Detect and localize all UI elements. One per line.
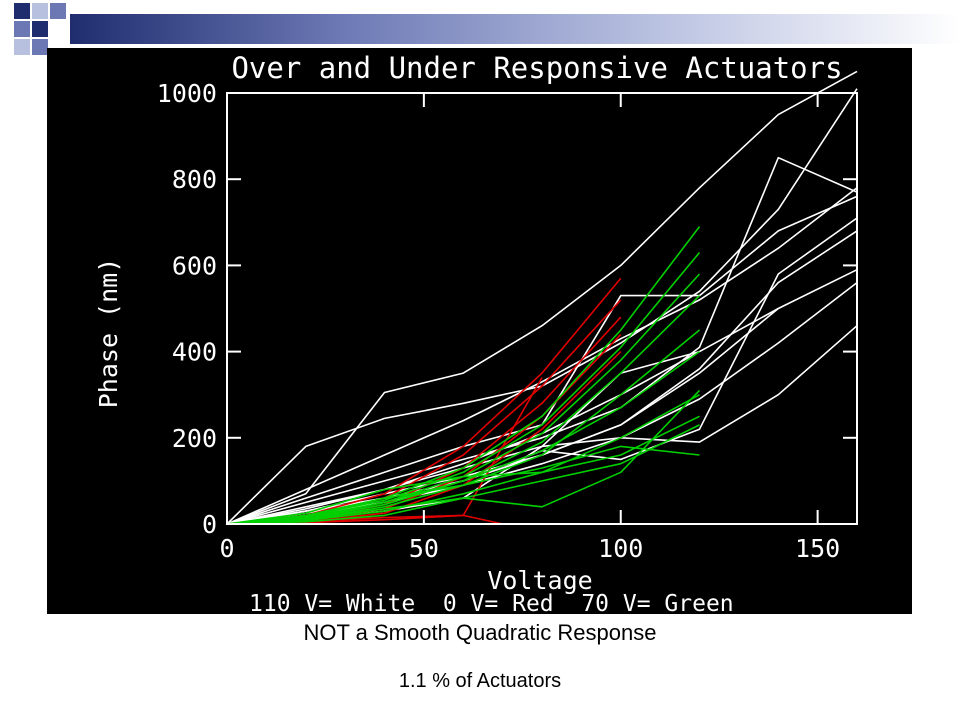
series-line-green-28 — [226, 389, 701, 525]
x-tick-label: 50 — [409, 534, 439, 563]
slide-caption: NOT a Smooth Quadratic Response — [303, 620, 657, 645]
slide-ornament-square-5 — [32, 21, 48, 37]
y-tick-label: 200 — [172, 424, 217, 453]
slide-ornament-square-6 — [14, 39, 30, 55]
y-tick-label: 400 — [172, 338, 217, 367]
series-line-green-25 — [226, 393, 700, 525]
x-tick-label: 0 — [219, 534, 234, 563]
y-tick-label: 600 — [172, 251, 217, 280]
chart-panel: Over and Under Responsive Actuators 0 200… — [47, 48, 912, 614]
slide-ornament-square-7 — [32, 39, 48, 55]
series-line-white-7 — [226, 230, 858, 525]
x-tick-label: 100 — [598, 534, 643, 563]
slide-ornament-square-2 — [32, 3, 48, 19]
series-line-white-10 — [226, 217, 858, 525]
series-line-green-30 — [226, 415, 700, 525]
y-tick-label: 0 — [202, 510, 217, 539]
y-tick-label: 1000 — [157, 79, 217, 108]
series-line-green-27 — [226, 445, 700, 525]
legend-text: 110 V= White 0 V= Red 70 V= Green — [249, 591, 734, 614]
x-tick-label: 150 — [795, 534, 840, 563]
series-line-white-3 — [226, 70, 858, 525]
series-line-white-4 — [226, 156, 858, 525]
y-tick-label: 800 — [172, 165, 217, 194]
series-line-green-29 — [226, 350, 700, 525]
slide-ornament-square-4 — [14, 21, 30, 37]
series-line-green-20 — [226, 226, 701, 525]
series-line-green-22 — [226, 273, 701, 525]
series-line-white-12 — [226, 307, 779, 525]
slide-ornament-square-1 — [14, 3, 30, 19]
slide-subcaption: 1.1 % of Actuators — [398, 670, 562, 692]
slide-ornament-square-3 — [50, 3, 66, 19]
phase-voltage-chart: Over and Under Responsive Actuators 0 200… — [94, 51, 858, 614]
series-line-green-23 — [226, 295, 701, 525]
plot-frame — [226, 92, 858, 525]
axes-group: 0 200 400 600 800 1000 0 50 100 150 — [157, 79, 858, 563]
series-line-green-24 — [226, 329, 701, 525]
y-axis-label: Phase (nm) — [94, 258, 123, 409]
chart-title: Over and Under Responsive Actuators — [231, 51, 842, 85]
series-line-green-21 — [226, 251, 701, 525]
series-line-white-6 — [226, 268, 858, 525]
series-line-red-14 — [226, 299, 622, 525]
series-line-white-2 — [226, 187, 858, 525]
plot-series-group — [226, 70, 858, 525]
x-axis-label: Voltage — [487, 566, 592, 595]
slide-header-gradient-bar — [70, 14, 960, 44]
